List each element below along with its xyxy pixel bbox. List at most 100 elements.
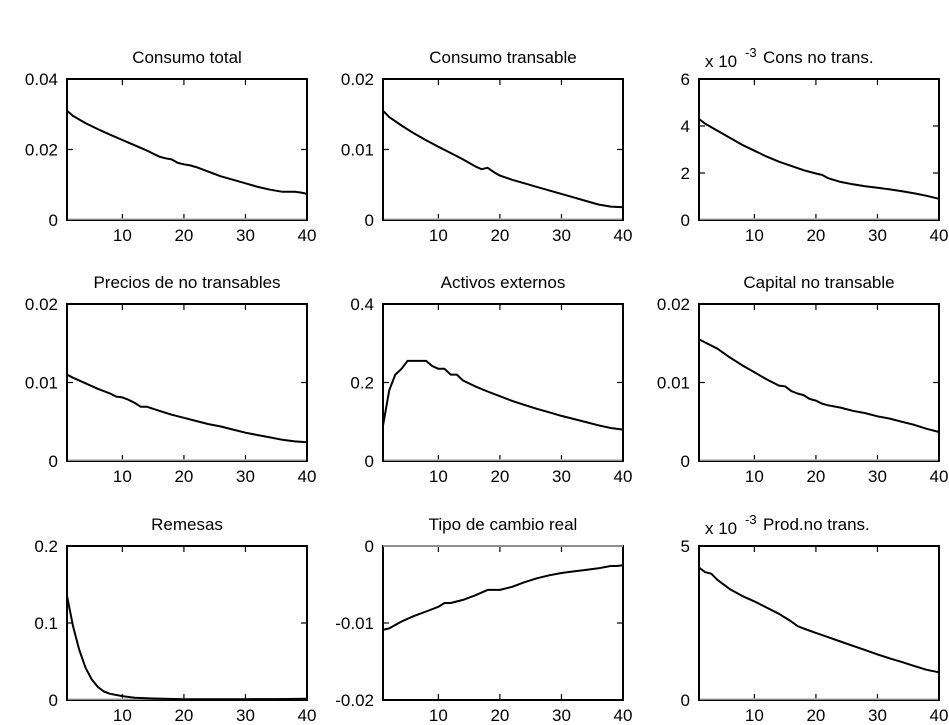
axis-multiplier-exponent: -3 <box>745 512 757 527</box>
series-line <box>382 110 624 209</box>
x-tick-label: 20 <box>490 226 509 245</box>
x-tick-label: 10 <box>429 467 448 486</box>
x-tick-label: 40 <box>298 706 317 725</box>
subplot-9: 0 5 10 20 30 40 x 10 -3 Prod.no trans. <box>681 512 949 725</box>
y-tick-label: 0.2 <box>350 374 374 393</box>
x-tick-label: 30 <box>552 706 571 725</box>
axis-multiplier: x 10 <box>705 519 737 538</box>
plot-frame <box>698 545 940 701</box>
y-tick-label: 0.1 <box>34 614 58 633</box>
x-tick-label: 10 <box>113 706 132 725</box>
plot-frame <box>66 545 308 701</box>
y-tick-label: 0 <box>365 537 374 556</box>
subplot-5: 0 0.2 0.4 10 20 30 40 Activos externos <box>350 273 632 486</box>
series-line <box>698 338 940 433</box>
axis-multiplier-exponent: -3 <box>745 45 757 60</box>
x-tick-label: 40 <box>614 226 633 245</box>
y-tick-label: 0.01 <box>341 141 374 160</box>
subplot-title: Activos externos <box>441 273 566 292</box>
x-tick-label: 40 <box>298 467 317 486</box>
y-tick-label: 0 <box>365 452 374 471</box>
subplot-title: Prod.no trans. <box>763 515 870 534</box>
x-tick-label: 30 <box>868 467 887 486</box>
y-tick-label: 0.2 <box>34 537 58 556</box>
series-line <box>66 373 308 444</box>
x-tick-label: 20 <box>174 706 193 725</box>
subplot-2: 0 0.01 0.02 10 20 30 40 Consumo transable <box>341 48 633 245</box>
x-tick-label: 10 <box>113 467 132 486</box>
y-tick-label: 6 <box>681 70 690 89</box>
x-tick-label: 20 <box>490 467 509 486</box>
y-tick-label: 0.01 <box>657 374 690 393</box>
subplot-title: Consumo transable <box>429 48 576 67</box>
y-tick-label: 0.4 <box>350 295 374 314</box>
x-tick-label: 10 <box>745 706 764 725</box>
y-tick-label: 2 <box>681 164 690 183</box>
x-tick-label: 10 <box>745 467 764 486</box>
subplot-title: Cons no trans. <box>763 48 874 67</box>
y-tick-label: 0 <box>681 211 690 230</box>
y-tick-label: 0 <box>49 452 58 471</box>
y-tick-label: 0 <box>49 211 58 230</box>
y-tick-label: 0.02 <box>657 295 690 314</box>
plot-frame <box>66 78 308 221</box>
subplot-6: 0 0.01 0.02 10 20 30 40 Capital no transable <box>657 273 949 486</box>
y-tick-label: 0.04 <box>25 70 58 89</box>
x-tick-label: 30 <box>868 706 887 725</box>
x-tick-label: 20 <box>806 467 825 486</box>
subplot-title: Consumo total <box>132 48 242 67</box>
series-line <box>698 118 940 200</box>
x-tick-label: 40 <box>930 467 949 486</box>
subplot-title: Capital no transable <box>743 273 894 292</box>
y-tick-label: 0 <box>681 452 690 471</box>
y-tick-label: 0.01 <box>25 374 58 393</box>
plot-frame <box>698 303 940 462</box>
x-tick-label: 40 <box>930 706 949 725</box>
axis-multiplier: x 10 <box>705 52 737 71</box>
x-tick-label: 10 <box>745 226 764 245</box>
x-tick-label: 40 <box>614 706 633 725</box>
x-tick-label: 20 <box>490 706 509 725</box>
series-line <box>382 359 624 431</box>
x-tick-label: 10 <box>429 226 448 245</box>
y-tick-label: -0.02 <box>335 691 374 710</box>
subplot-title: Tipo de cambio real <box>429 515 578 534</box>
x-tick-label: 30 <box>236 467 255 486</box>
series-line <box>382 564 624 631</box>
plot-frame <box>698 78 940 221</box>
y-tick-label: 0 <box>365 211 374 230</box>
subplot-title: Precios de no transables <box>93 273 280 292</box>
y-tick-label: 4 <box>681 117 690 136</box>
x-tick-label: 30 <box>552 467 571 486</box>
subplot-1: 0 0.02 0.04 10 20 30 40 Consumo total <box>25 48 317 245</box>
x-tick-label: 10 <box>429 706 448 725</box>
series-line <box>66 595 308 701</box>
x-tick-label: 10 <box>113 226 132 245</box>
subplot-title: Remesas <box>151 515 223 534</box>
y-tick-label: 0.02 <box>341 70 374 89</box>
x-tick-label: 20 <box>806 226 825 245</box>
y-tick-label: 0.02 <box>25 295 58 314</box>
y-tick-label: 0 <box>49 691 58 710</box>
y-tick-label: -0.01 <box>335 614 374 633</box>
x-tick-label: 30 <box>552 226 571 245</box>
series-line <box>698 566 940 674</box>
x-tick-label: 40 <box>930 226 949 245</box>
x-tick-label: 20 <box>174 467 193 486</box>
subplot-3: 0 2 4 6 10 20 30 40 x 10 -3 Cons no trans. <box>681 45 949 245</box>
x-tick-label: 30 <box>868 226 887 245</box>
y-tick-label: 0 <box>681 691 690 710</box>
y-tick-label: 0.02 <box>25 141 58 160</box>
x-tick-label: 40 <box>614 467 633 486</box>
subplot-4: 0 0.01 0.02 10 20 30 40 Precios de no transable… <box>25 273 317 486</box>
series-line <box>66 109 308 195</box>
plot-frame <box>382 303 624 462</box>
y-tick-label: 5 <box>681 537 690 556</box>
x-tick-label: 40 <box>298 226 317 245</box>
x-tick-label: 20 <box>806 706 825 725</box>
x-tick-label: 30 <box>236 706 255 725</box>
x-tick-label: 30 <box>236 226 255 245</box>
plot-frame <box>382 78 624 221</box>
subplot-7: 0 0.1 0.2 10 20 30 40 Remesas <box>34 515 316 725</box>
